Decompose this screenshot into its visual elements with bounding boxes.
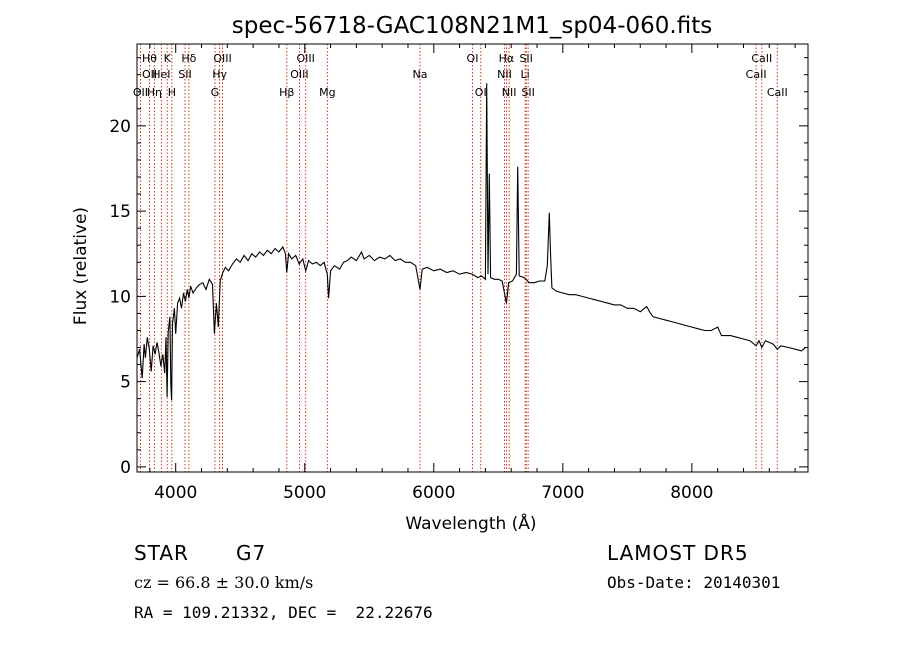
- line-marker-label: Li: [521, 68, 530, 81]
- line-marker-label: OII: [133, 86, 148, 99]
- chart-title: spec-56718-GAC108N21M1_sp04-060.fits: [232, 13, 712, 39]
- object-subclass: G7: [236, 541, 267, 565]
- line-marker-label: Hθ: [142, 52, 157, 65]
- line-marker-label: Hγ: [212, 68, 227, 81]
- line-marker-label: CaII: [746, 68, 767, 81]
- coordinates-radec: RA = 109.21332, DEC = 22.22676: [134, 603, 433, 622]
- y-tick-label: 0: [120, 458, 131, 478]
- survey-name: LAMOST DR5: [607, 541, 749, 565]
- line-marker-label: NII: [502, 86, 517, 99]
- line-marker-label: G: [211, 86, 220, 99]
- y-tick-label: 10: [109, 287, 131, 307]
- redshift-cz: cz = 66.8 ± 30.0 km/s: [134, 573, 314, 592]
- line-marker-label: Na: [412, 68, 427, 81]
- line-marker-label: NII: [497, 68, 512, 81]
- line-marker-label: Hη: [147, 86, 162, 99]
- line-marker-label: SII: [178, 68, 191, 81]
- line-marker-label: Hβ: [279, 86, 294, 99]
- line-marker-label: K: [164, 52, 172, 65]
- line-marker-label: CaII: [751, 52, 772, 65]
- line-marker-label: OI: [467, 52, 479, 65]
- line-marker-label: Hδ: [181, 52, 196, 65]
- line-marker-label: OIII: [296, 52, 314, 65]
- line-marker-label: SII: [521, 86, 534, 99]
- line-marker-label: H: [168, 86, 176, 99]
- x-tick-label: 8000: [670, 483, 713, 503]
- line-marker-label: OIII: [213, 52, 231, 65]
- plot-frame: [136, 43, 809, 473]
- y-tick-label: 20: [109, 117, 131, 137]
- line-markers: [140, 44, 778, 472]
- y-tick-label: 5: [120, 373, 131, 393]
- line-marker-label: OII: [142, 68, 157, 81]
- line-marker-label: HeI: [152, 68, 170, 81]
- x-tick-label: 4000: [154, 483, 197, 503]
- line-marker-label: CaII: [767, 86, 788, 99]
- line-marker-label: Mg: [319, 86, 335, 99]
- x-axis-label: Wavelength (Å): [405, 512, 536, 534]
- line-marker-label: SII: [519, 52, 532, 65]
- line-marker-label: OIII: [290, 68, 308, 81]
- y-axis-label: Flux (relative): [71, 207, 91, 325]
- x-tick-label: 5000: [283, 483, 326, 503]
- x-tick-label: 7000: [541, 483, 584, 503]
- x-tick-label: 6000: [412, 483, 455, 503]
- object-class: STAR: [134, 541, 189, 565]
- axis-ticks: 4000 5000 6000 7000 8000 0 5 10 15 20: [109, 44, 808, 503]
- observation-date: Obs-Date: 20140301: [607, 573, 781, 592]
- y-tick-label: 15: [109, 202, 131, 222]
- spectrum-line: [136, 83, 806, 401]
- line-marker-label: OI: [475, 86, 487, 99]
- line-marker-labels: OIIHθOIIHηHeIKHSIIHδGHγOIIIHβOIIIOIIIMgN…: [133, 52, 788, 99]
- line-marker-label: Hα: [499, 52, 515, 65]
